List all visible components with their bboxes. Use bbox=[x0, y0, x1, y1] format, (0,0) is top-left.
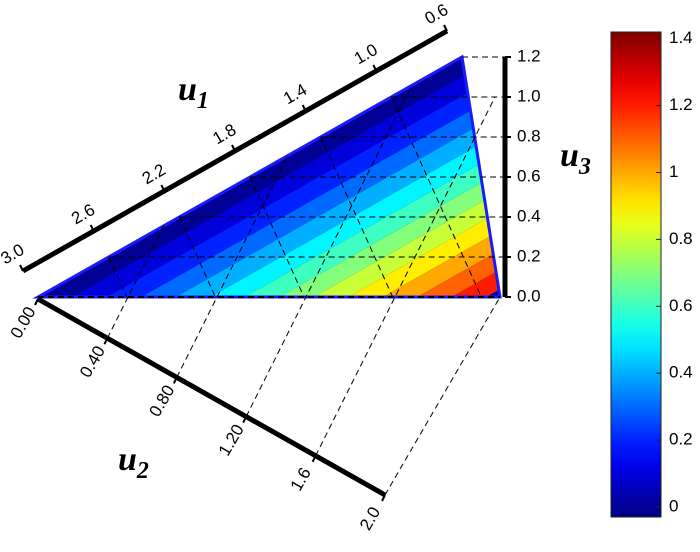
colorbar-tick-label: 1.2 bbox=[669, 95, 693, 114]
u1-tick-label: 2.2 bbox=[139, 160, 169, 188]
u1-tick bbox=[89, 224, 95, 232]
u1-grid-line bbox=[178, 216, 216, 298]
u1-tick-label: 1.4 bbox=[280, 80, 310, 108]
u1-grid-line bbox=[249, 176, 305, 298]
contour-band bbox=[106, 92, 471, 297]
u1-tick-label: 1.0 bbox=[351, 40, 381, 68]
u3-tick-label: 1.2 bbox=[517, 46, 541, 65]
colorbar-tick-label: 0.4 bbox=[669, 363, 693, 382]
colorbar-tick-label: 1 bbox=[669, 162, 678, 181]
u3-tick-label: 1.0 bbox=[517, 86, 541, 105]
u1-tick-label: 3.0 bbox=[0, 240, 27, 268]
u2-tick-label: 0.80 bbox=[145, 382, 178, 420]
contour-band bbox=[313, 200, 488, 297]
u3-tick-label: 0.6 bbox=[517, 166, 541, 185]
u2-tick-label: 0.00 bbox=[7, 303, 40, 341]
u2-grid-line bbox=[106, 225, 164, 339]
colorbar-tick-label: 0 bbox=[669, 496, 678, 515]
u2-tick bbox=[381, 494, 386, 502]
u2-tick-label: 1.6 bbox=[287, 464, 315, 494]
u3-axis-label: u3 bbox=[560, 137, 591, 180]
u2-tick bbox=[311, 455, 317, 463]
u2-grid-line bbox=[176, 155, 289, 378]
u2-grid-line bbox=[315, 96, 496, 457]
u1-tick bbox=[19, 264, 24, 272]
u3-tick-label: 0.4 bbox=[517, 206, 541, 225]
u1-tick-label: 1.8 bbox=[210, 120, 240, 148]
u1-tick bbox=[443, 24, 448, 32]
u2-tick bbox=[172, 376, 178, 384]
colorbar-tick-label: 0.2 bbox=[669, 430, 693, 449]
colorbar-tick-label: 1.4 bbox=[669, 28, 693, 47]
u1-grid-line bbox=[108, 256, 128, 298]
contour-band bbox=[141, 110, 474, 297]
u2-tick bbox=[242, 416, 248, 424]
u1-grid-line bbox=[390, 96, 482, 298]
u3-tick-label: 0.2 bbox=[517, 246, 541, 265]
contour-band bbox=[417, 253, 497, 297]
u3-tick-label: 0.0 bbox=[517, 286, 541, 305]
u1-tick bbox=[301, 104, 307, 112]
u1-tick-label: 2.6 bbox=[68, 200, 98, 228]
u2-tick-label: 0.40 bbox=[76, 343, 109, 381]
colorbar-tick-label: 0.8 bbox=[669, 229, 693, 248]
u2-grid-line bbox=[384, 296, 501, 496]
u3-tick-label: 0.8 bbox=[517, 126, 541, 145]
contour-band bbox=[382, 236, 494, 297]
colorbar-tick-label: 0.6 bbox=[669, 296, 693, 315]
u1-tick bbox=[372, 64, 378, 72]
u2-tick bbox=[34, 298, 39, 306]
contour-band bbox=[210, 146, 480, 297]
colorbar bbox=[610, 31, 662, 518]
u1-tick bbox=[160, 184, 166, 192]
contour-band bbox=[279, 182, 485, 297]
u1-axis-label: u1 bbox=[178, 71, 209, 114]
u2-axis-line bbox=[36, 296, 387, 498]
contour-band bbox=[175, 128, 477, 297]
u1-tick-label: 0.6 bbox=[422, 0, 452, 28]
u2-tick-label: 2.0 bbox=[356, 504, 384, 534]
u2-tick bbox=[103, 337, 109, 345]
u2-tick-label: 1.20 bbox=[215, 421, 248, 459]
u2-axis-label: u2 bbox=[118, 441, 149, 484]
contour-band bbox=[72, 74, 468, 298]
u1-tick bbox=[231, 144, 236, 152]
u2-grid-line bbox=[245, 85, 413, 417]
